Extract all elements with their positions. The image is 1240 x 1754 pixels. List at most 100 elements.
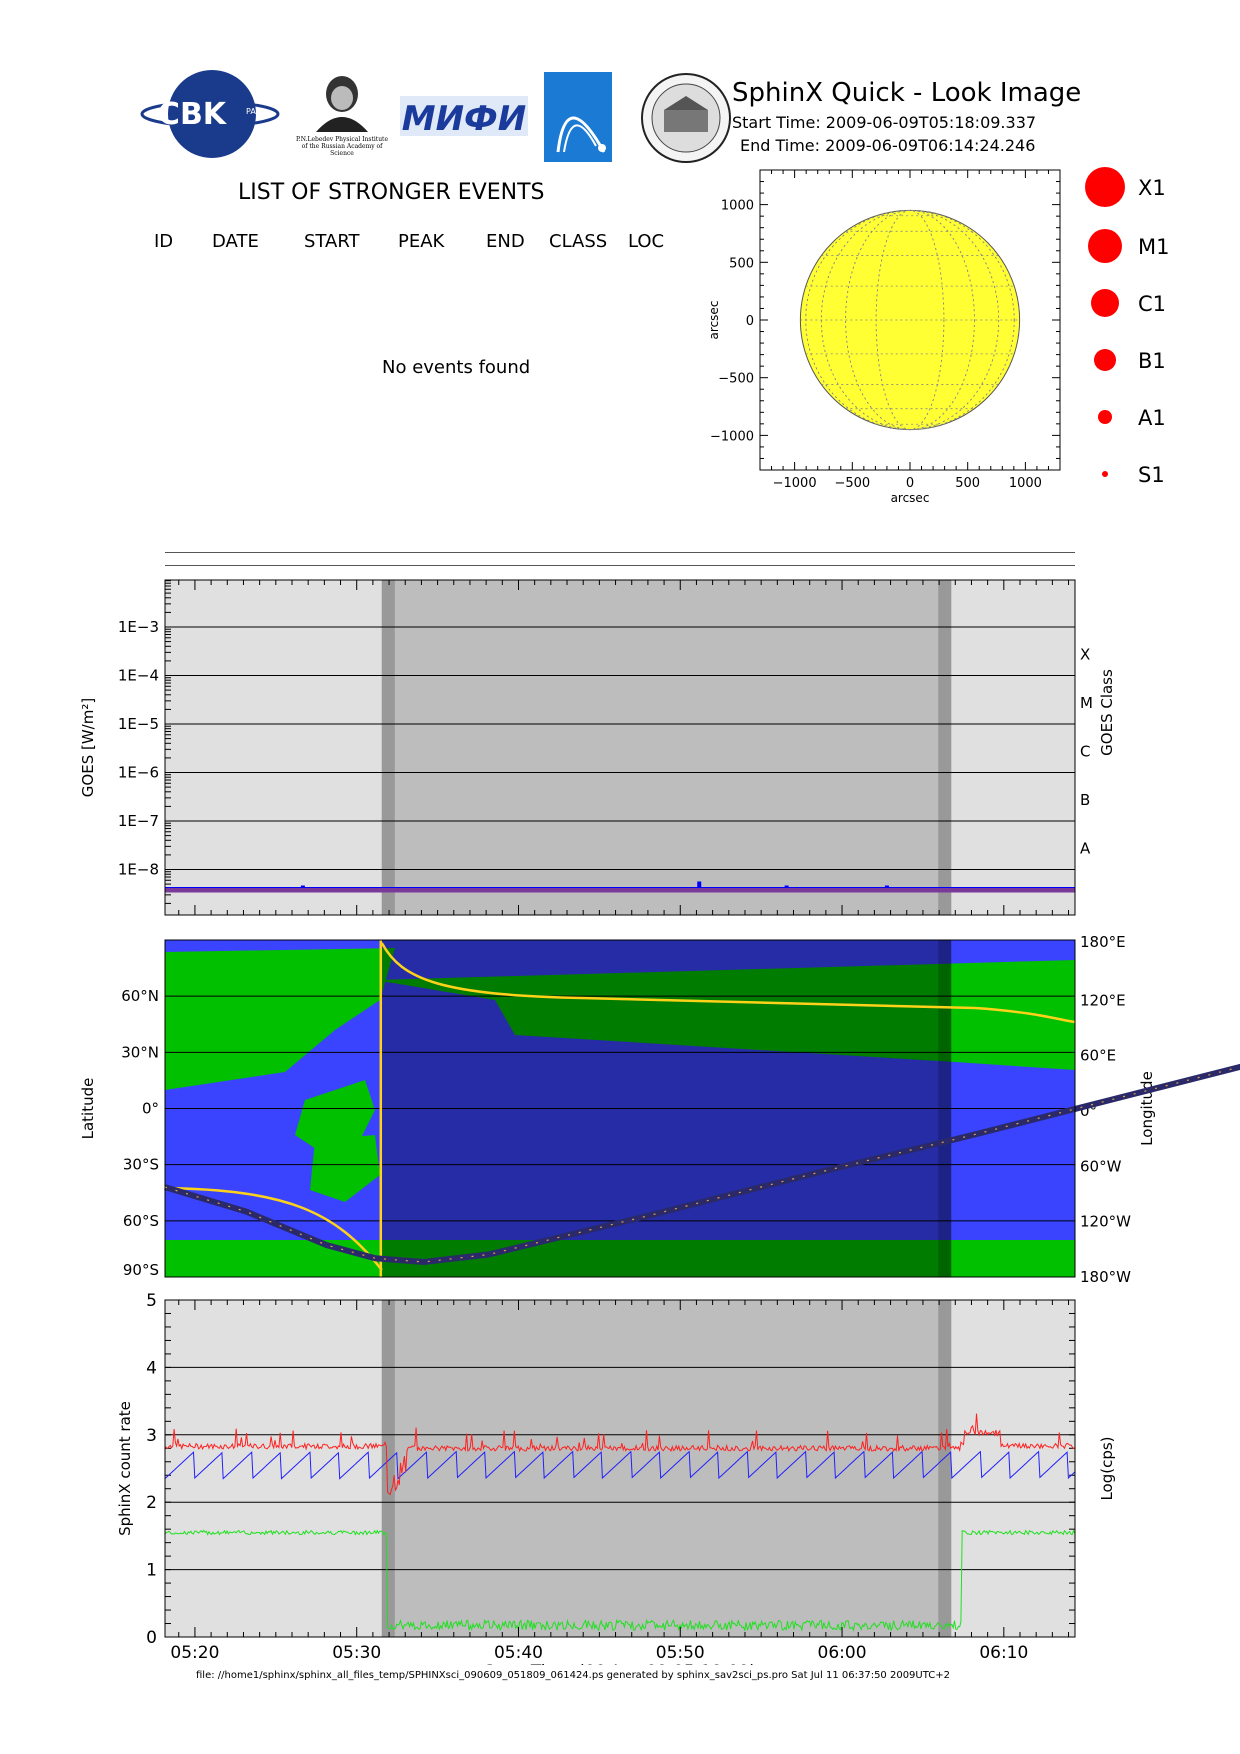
legend-label-a1: A1 [1138,406,1166,430]
goes-tick-label: 1E−3 [118,618,159,636]
count-rate-tick-label: 4 [146,1358,157,1378]
time-tick-label: 05:30 [332,1643,381,1663]
penumbra-shading [938,580,952,915]
goes-flux-blip [300,885,305,888]
x-tick-label: −500 [834,476,870,491]
col-loc: LOC [628,231,665,252]
footer-note: file: //home1/sphinx/sphinx_all_files_te… [196,1670,950,1681]
goes-flux-blip [884,885,889,888]
goes-class-label: X [1080,646,1090,664]
time-series-panels: 1E−3 1E−4 1E−5 1E−6 1E−7 1E−8 X M C B A GOES [W/m²]… [79,579,1240,1665]
satellite-track-dots [164,1066,1240,1263]
legend-label-x1: X1 [1138,176,1166,200]
latitude-tick-label: 60°S [123,1212,159,1230]
count-rate-series-green [164,1529,1076,1632]
land-north-america [375,960,1075,1070]
longitude-tick-label: 180°E [1080,933,1126,951]
goes-class-label: B [1080,791,1090,809]
legend-marker-c1 [1091,289,1119,317]
sun-disk-plot: −1000 −500 0 500 1000 1000 500 0 −500 −1000 arcsec… [707,169,1061,505]
longitude-tick-label: 120°W [1080,1213,1131,1231]
goes-tick-label: 1E−8 [118,861,159,879]
mephi-logo: МИФИ [400,96,528,139]
goes-flux-line [165,887,1075,893]
goes-class-axis-label: GOES Class [1098,669,1116,756]
time-tick-label: 05:20 [170,1643,219,1663]
mephi-logo-text: МИФИ [402,99,526,139]
seal-logo [641,73,731,163]
legend-marker-s1 [1102,471,1108,477]
legend-label-b1: B1 [1138,349,1166,373]
cbk-logo-text: CBK [158,97,228,132]
terminator-line [380,942,1076,1024]
page-title: SphinX Quick - Look Image [732,78,1082,108]
legend-label-c1: C1 [1138,292,1167,316]
sun-meridian [805,209,1015,431]
longitude-axis-label: Longitude [1138,1071,1156,1146]
goes-tick-label: 1E−4 [118,667,159,685]
start-time: Start Time: 2009-06-09T05:18:09.337 [732,113,1037,132]
col-end: END [486,231,525,252]
goes-flux-blip [697,881,702,888]
x-tick-label: 500 [955,476,980,491]
legend-markers [1085,167,1125,477]
cbk-pan-logo: CBK PAN [140,70,280,158]
goes-tick-label: 1E−6 [118,764,159,782]
col-class: CLASS [549,231,608,252]
latitude-tick-label: 90°S [123,1261,159,1279]
legend-label-m1: M1 [1138,235,1170,259]
count-rate-tick-label: 2 [146,1493,157,1513]
land-australia [310,1135,380,1202]
x-tick-label: 0 [906,476,914,491]
col-id: ID [154,231,174,252]
lebedev-institute-logo: P.N.Lebedev Physical Institute of the Ru… [294,72,390,164]
map-panel-frame [164,939,1076,1278]
time-tick-label: 05:50 [656,1643,705,1663]
night-shading [381,1300,952,1637]
count-rate-tick-label: 5 [146,1291,157,1311]
goes-flux-blip [784,885,789,888]
goes-tick-label: 1E−5 [118,715,159,733]
y-tick-label: 0 [746,314,754,329]
x-tick-label: −1000 [773,476,817,491]
longitude-tick-label: 120°E [1080,991,1126,1009]
no-events-message: No events found [382,357,531,378]
y-tick-label: 500 [729,256,754,271]
end-time: End Time: 2009-06-09T06:14:24.246 [740,136,1036,155]
goes-class-label: C [1080,743,1090,761]
time-tick-label: 06:10 [979,1643,1028,1663]
legend-marker-a1 [1098,410,1112,424]
count-rate-tick-label: 1 [146,1561,157,1581]
y-axis-label: arcsec [707,301,721,340]
penumbra-shading [938,1300,952,1637]
latitude-axis-label: Latitude [79,1078,97,1140]
count-rate-axis-label: SphinX count rate [116,1401,134,1536]
count-rate-tick-label: 3 [146,1426,157,1446]
legend-label-s1: S1 [1138,463,1165,487]
legend-marker-b1 [1094,349,1116,371]
ipi-logo [544,72,612,162]
time-tick-label: 05:40 [494,1643,543,1663]
col-start: START [304,231,360,252]
sun-meridian [845,209,975,431]
col-peak: PEAK [398,231,445,252]
count-rate-tick-label: 0 [146,1628,157,1648]
col-date: DATE [212,231,259,252]
goes-class-label: M [1080,694,1093,712]
longitude-tick-label: 60°E [1080,1047,1116,1065]
latitude-tick-label: 30°S [123,1156,159,1174]
time-tick-label: 06:00 [818,1643,867,1663]
penumbra-shading [381,1300,395,1637]
legend-marker-x1 [1085,167,1125,207]
longitude-tick-label: 60°W [1080,1157,1122,1175]
log-cps-axis-label: Log(cps) [1098,1436,1116,1500]
lebedev-logo-text: P.N.Lebedev Physical Institute of the Ru… [295,136,389,157]
terminator-line [164,1186,383,1271]
penumbra-shading [381,580,395,915]
y-tick-label: 1000 [721,199,754,214]
events-title: LIST OF STRONGER EVENTS [238,180,545,205]
count-rate-series-blue [164,1450,1076,1480]
count-rate-panel-frame [164,1299,1076,1638]
latitude-tick-label: 30°N [121,1043,159,1061]
y-tick-label: −500 [718,372,754,387]
